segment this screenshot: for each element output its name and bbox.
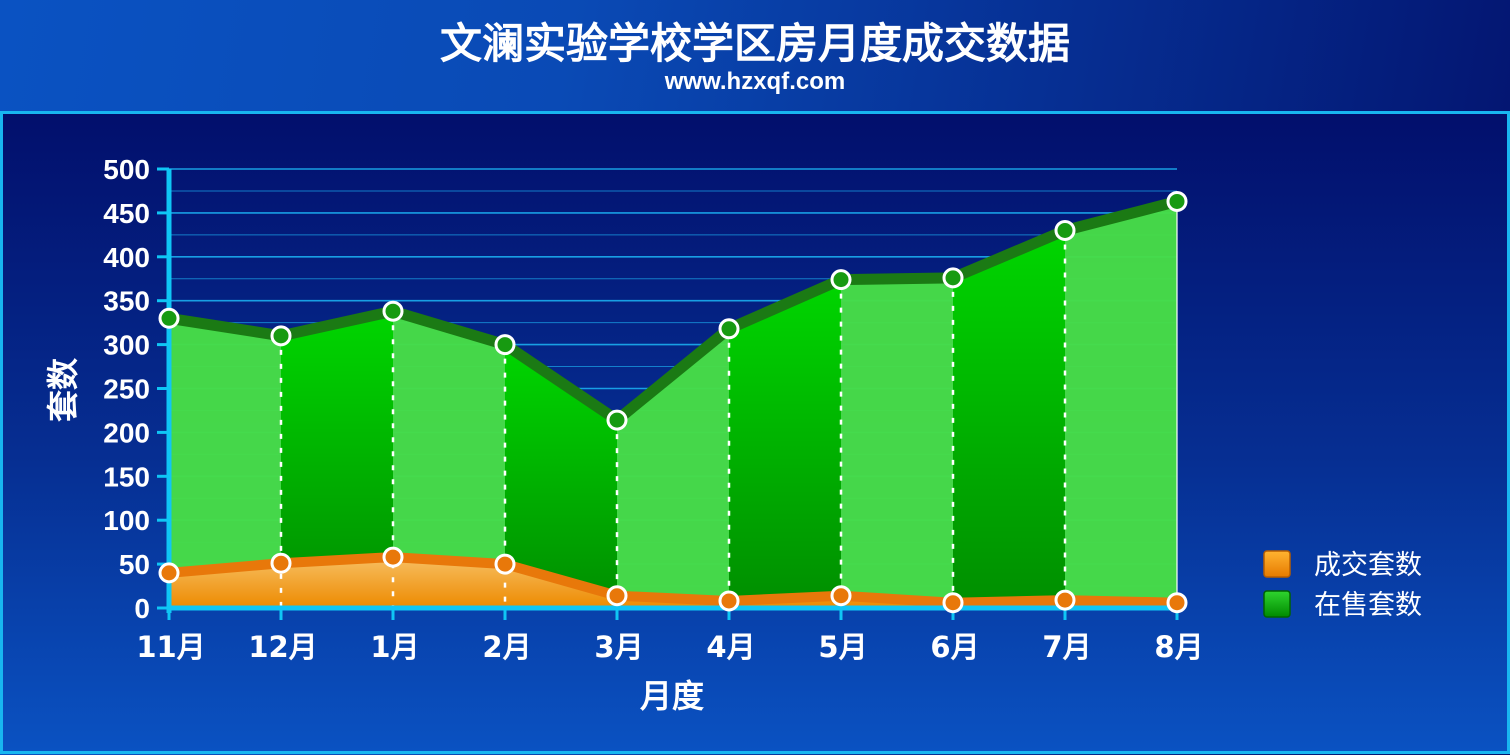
legend-label-deals: 成交套数 <box>1314 550 1422 581</box>
data-point-listings[interactable] <box>1166 190 1188 212</box>
area-band-listings <box>505 344 617 608</box>
data-point-deals[interactable] <box>382 546 404 568</box>
chart-title: 文澜实验学校学区房月度成交数据 <box>440 19 1070 68</box>
x-axis-title: 月度 <box>640 677 704 715</box>
data-point-listings[interactable] <box>1054 219 1076 241</box>
data-point-listings[interactable] <box>494 334 516 356</box>
series-lines <box>168 196 1179 608</box>
x-tick-label: 2月 <box>482 630 531 664</box>
area-layer <box>169 201 1177 608</box>
area-band-listings <box>841 277 953 608</box>
y-tick-label: 500 <box>103 154 150 185</box>
legend: 成交套数 在售套数 <box>1263 550 1422 621</box>
x-tick-label: 11月 <box>136 630 205 664</box>
x-tick-label: 1月 <box>370 630 419 664</box>
y-tick-label: 0 <box>134 593 150 624</box>
area-deals <box>169 557 1177 608</box>
x-tick-label: 3月 <box>594 630 643 664</box>
y-tick-label: 350 <box>103 286 150 317</box>
data-point-listings[interactable] <box>606 409 628 431</box>
x-tick-label: 6月 <box>930 630 979 664</box>
y-tick-label: 50 <box>119 549 150 580</box>
x-tick-label: 5月 <box>818 630 867 664</box>
data-point-deals[interactable] <box>830 585 852 607</box>
area-band-listings <box>281 311 393 608</box>
series-line-listings <box>168 196 1179 426</box>
legend-item-deals[interactable]: 成交套数 <box>1263 550 1422 581</box>
data-point-deals[interactable] <box>270 552 292 574</box>
series-line-deals <box>168 552 1178 608</box>
data-point-listings[interactable] <box>382 300 404 322</box>
area-band-listings <box>729 279 841 608</box>
data-point-deals[interactable] <box>1054 589 1076 611</box>
area-band-listings <box>953 230 1065 608</box>
data-points <box>158 190 1188 614</box>
x-tick-label: 12月 <box>248 630 317 664</box>
legend-swatch-deals <box>1263 550 1291 578</box>
x-tick-label: 8月 <box>1154 630 1203 664</box>
y-axis-title: 套数 <box>44 357 82 422</box>
y-tick-label: 200 <box>103 417 150 448</box>
legend-label-listings: 在售套数 <box>1314 590 1422 621</box>
data-point-listings[interactable] <box>830 269 852 291</box>
y-tick-label: 300 <box>103 330 150 361</box>
tick-labels: 0 50 100 150 200 250 300 350 400 450 500 11月 12月 1月 2月… <box>103 154 1203 664</box>
y-tick-label: 100 <box>103 505 150 536</box>
area-band-listings <box>1065 201 1177 608</box>
data-point-listings[interactable] <box>942 267 964 289</box>
y-tick-label: 250 <box>103 374 150 405</box>
x-tick-label: 4月 <box>706 630 755 664</box>
data-point-listings[interactable] <box>718 318 740 340</box>
y-tick-label: 400 <box>103 242 150 273</box>
data-point-deals[interactable] <box>158 562 180 584</box>
area-band-listings <box>393 311 505 608</box>
data-point-deals[interactable] <box>494 553 516 575</box>
data-point-deals[interactable] <box>1166 592 1188 614</box>
legend-swatch-listings <box>1263 590 1291 618</box>
x-tick-label: 7月 <box>1042 630 1091 664</box>
data-point-deals[interactable] <box>606 585 628 607</box>
data-point-deals[interactable] <box>942 592 964 614</box>
data-point-deals[interactable] <box>718 590 740 612</box>
legend-item-listings[interactable]: 在售套数 <box>1263 590 1422 621</box>
chart-subtitle: www.hzxqf.com <box>664 68 845 95</box>
y-tick-label: 150 <box>103 461 150 492</box>
data-point-listings[interactable] <box>270 325 292 347</box>
y-tick-label: 450 <box>103 198 150 229</box>
data-point-listings[interactable] <box>158 307 180 329</box>
area-band-listings <box>169 318 281 608</box>
